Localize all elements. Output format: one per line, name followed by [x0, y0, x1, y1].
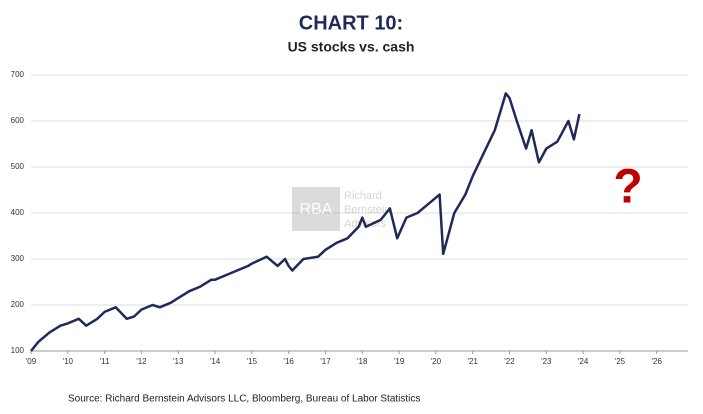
y-tick-label: 600 [11, 116, 25, 125]
y-tick-label: 100 [11, 346, 25, 355]
x-tick-label: '24 [578, 357, 589, 366]
watermark-text: Bernstein [344, 204, 390, 216]
watermark: RBA Richard Bernstein Advisors [292, 187, 390, 231]
x-tick-label: '23 [541, 357, 552, 366]
watermark-logo: RBA [300, 201, 333, 218]
y-tick-label: 400 [11, 208, 25, 217]
x-tick-label: '15 [247, 357, 258, 366]
x-tick-label: '25 [615, 357, 626, 366]
x-tick-label: '22 [504, 357, 515, 366]
x-tick-label: '26 [651, 357, 662, 366]
annotation: ? [613, 161, 642, 214]
x-tick-label: '12 [136, 357, 147, 366]
x-tick-label: '10 [63, 357, 74, 366]
x-tick-label: '21 [467, 357, 478, 366]
data-line [30, 92, 581, 352]
chart-title: CHART 10: [299, 12, 403, 34]
watermark-box [292, 187, 340, 231]
x-tick-label: '11 [100, 357, 110, 366]
x-tick-label: '09 [26, 357, 37, 366]
y-tick-label: 300 [11, 254, 25, 263]
watermark-text: Richard [344, 190, 382, 202]
x-tick-label: '13 [173, 357, 184, 366]
x-tick-label: '14 [210, 357, 221, 366]
x-tick-label: '18 [357, 357, 368, 366]
y-tick-label: 500 [11, 162, 25, 171]
source-note: Source: Richard Bernstein Advisors LLC, … [68, 394, 420, 405]
chart-subtitle: US stocks vs. cash [288, 39, 415, 55]
x-tick-label: '17 [320, 357, 331, 366]
x-tick-label: '19 [394, 357, 405, 366]
x-tick-label: '20 [431, 357, 442, 366]
y-tick-label: 200 [11, 300, 25, 309]
x-tick-label: '16 [283, 357, 294, 366]
y-tick-label: 700 [11, 70, 25, 79]
